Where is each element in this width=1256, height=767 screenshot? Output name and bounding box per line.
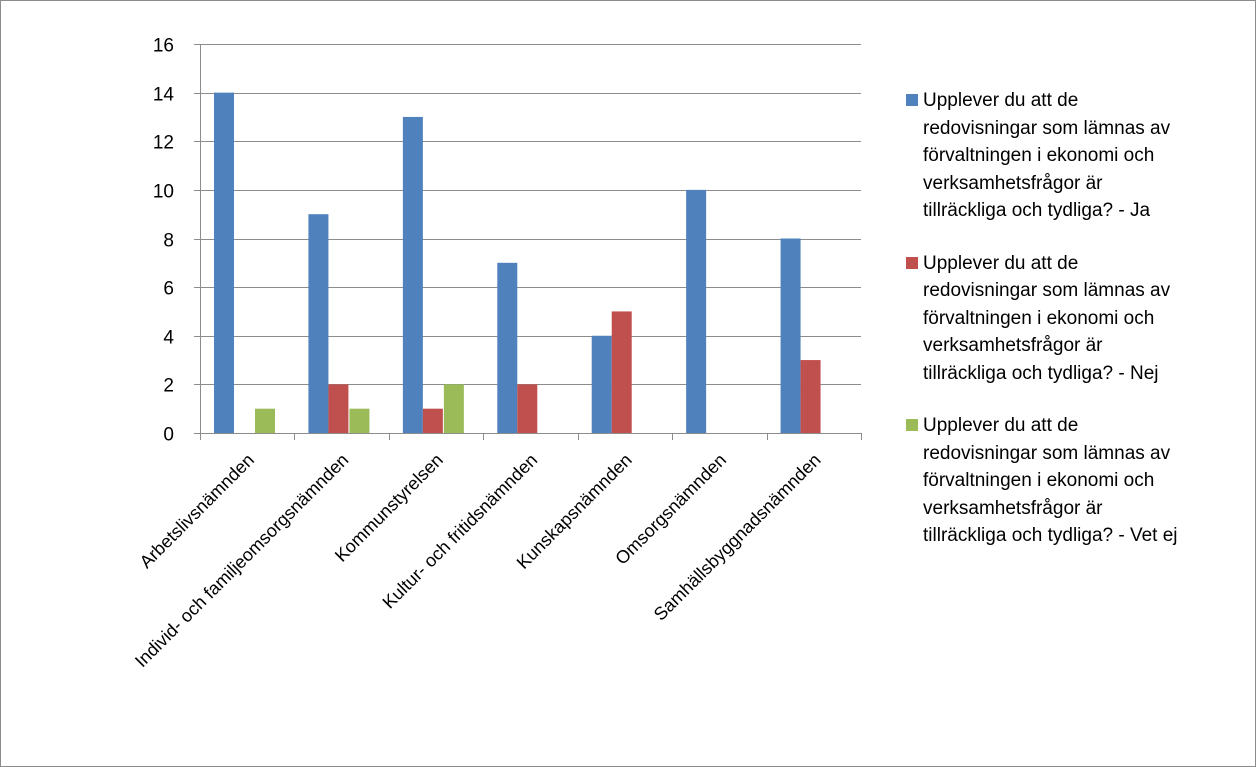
legend-line: förvaltningen i ekonomi och bbox=[923, 307, 1155, 329]
bar bbox=[328, 384, 349, 433]
legend-line: tillräckliga och tydliga? - Vet ej bbox=[923, 525, 1178, 546]
gridlines bbox=[200, 44, 861, 385]
legend-line: verksamhetsfrågor är bbox=[923, 497, 1103, 519]
bar bbox=[443, 384, 464, 433]
legend-line: Upplever du att de bbox=[923, 252, 1079, 274]
legend: Upplever du att de redovisningar som läm… bbox=[906, 87, 1251, 575]
legend-swatch-nej bbox=[906, 256, 918, 269]
y-tick-label: 0 bbox=[163, 425, 174, 446]
x-category-label: Individ- och familjeomsorgsnämnden bbox=[131, 450, 352, 671]
axes bbox=[194, 44, 862, 440]
y-axis-tick-labels: 0 2 4 6 8 10 12 14 16 bbox=[153, 36, 175, 446]
bar bbox=[780, 238, 801, 433]
legend-line: verksamhetsfrågor är bbox=[923, 172, 1103, 194]
legend-line: tillräckliga och tydliga? - Nej bbox=[923, 362, 1159, 384]
bars bbox=[214, 92, 821, 433]
bar bbox=[497, 262, 518, 433]
legend-line: tillräckliga och tydliga? - Ja bbox=[923, 200, 1151, 221]
bar bbox=[422, 408, 443, 433]
bar bbox=[308, 214, 329, 433]
y-tick-label: 8 bbox=[163, 231, 174, 252]
bar bbox=[517, 384, 538, 433]
legend-swatch-vet-ej bbox=[906, 419, 918, 431]
y-tick-label: 4 bbox=[163, 328, 174, 349]
y-tick-label: 14 bbox=[153, 85, 175, 106]
bar bbox=[591, 335, 612, 433]
bar bbox=[611, 311, 632, 433]
legend-line: förvaltningen i ekonomi och bbox=[923, 470, 1155, 491]
y-tick-label: 6 bbox=[163, 279, 174, 300]
legend-item-nej: Upplever du att de redovisningar som läm… bbox=[906, 250, 1251, 388]
bar bbox=[214, 92, 234, 433]
legend-item-ja: Upplever du att de redovisningar som läm… bbox=[906, 87, 1251, 225]
legend-line: redovisningar som lämnas av bbox=[923, 442, 1171, 464]
legend-line: redovisningar som lämnas av bbox=[923, 117, 1171, 139]
legend-line: redovisningar som lämnas av bbox=[923, 280, 1171, 301]
bar bbox=[402, 116, 423, 433]
y-tick-label: 16 bbox=[153, 36, 174, 57]
legend-swatch-ja bbox=[906, 94, 918, 106]
legend-line: Upplever du att de bbox=[923, 415, 1079, 436]
x-category-label: Samhällsbyggnadsnämnden bbox=[650, 450, 825, 625]
y-tick-label: 10 bbox=[153, 182, 174, 203]
legend-item-vet-ej: Upplever du att de redovisningar som läm… bbox=[906, 412, 1251, 550]
bar bbox=[349, 408, 370, 433]
y-tick-label: 2 bbox=[163, 376, 174, 397]
x-category-label: Kultur- och fritidsnämnden bbox=[379, 450, 542, 613]
bar bbox=[800, 360, 821, 433]
bar bbox=[686, 189, 707, 433]
legend-line: verksamhetsfrågor är bbox=[923, 335, 1103, 356]
y-tick-label: 12 bbox=[153, 133, 174, 154]
legend-line: förvaltningen i ekonomi och bbox=[923, 145, 1155, 166]
bar bbox=[255, 408, 275, 433]
legend-line: Upplever du att de bbox=[923, 90, 1079, 111]
